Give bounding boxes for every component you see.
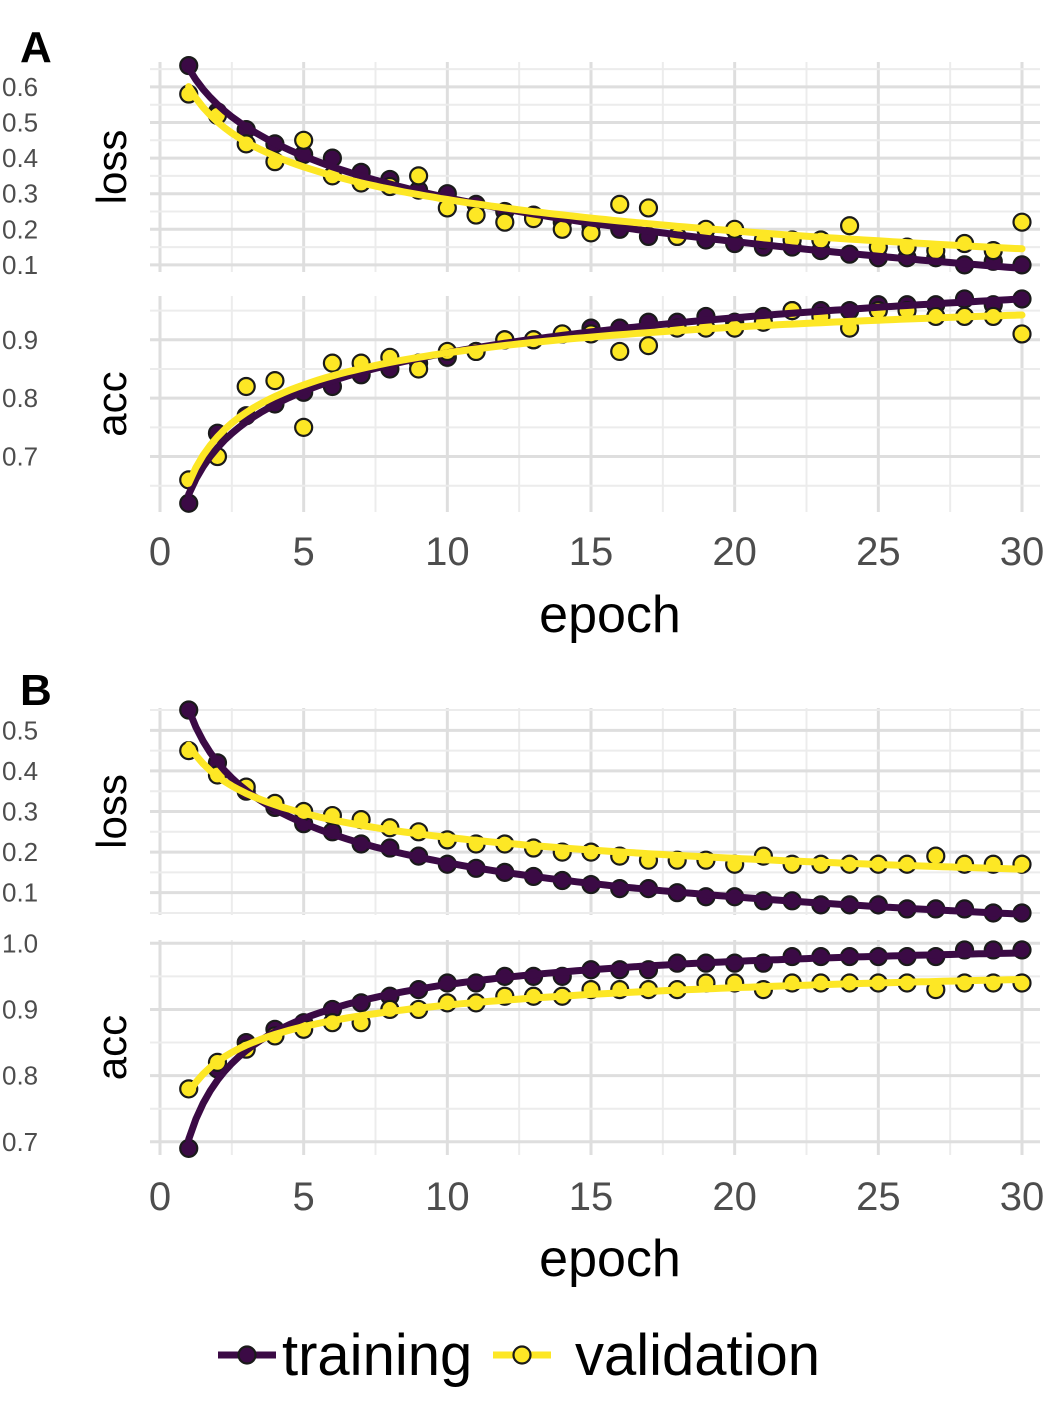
points-validation: [179, 84, 1032, 261]
y-tick-label: 1.0: [2, 928, 38, 958]
point-validation: [1012, 324, 1032, 344]
y-tick-label: 0.6: [2, 72, 38, 102]
point-validation: [322, 353, 342, 373]
legend-point: [512, 1345, 532, 1365]
x-tick-label: 5: [293, 530, 315, 574]
x-tick-label: 5: [293, 1175, 315, 1219]
fit-line-training: [185, 706, 1026, 918]
panel-tag: B: [20, 666, 52, 715]
panel-tag: A: [20, 23, 52, 72]
point-validation: [926, 846, 946, 866]
point-validation: [610, 194, 630, 214]
legend: training validation: [218, 1323, 820, 1388]
legend-label-training: training: [282, 1323, 472, 1388]
point-validation: [610, 341, 630, 362]
y-tick-label: 0.5: [2, 108, 38, 138]
y-tick-label: 0.9: [2, 325, 38, 355]
y-tick-label: 0.2: [2, 214, 38, 244]
legend-key-validation: [493, 1345, 551, 1365]
point-validation: [1012, 212, 1032, 232]
y-tick-label: 0.1: [2, 878, 38, 908]
y-tick-label: 0.2: [2, 837, 38, 867]
y-tick-label: 0.7: [2, 442, 38, 472]
x-tick-label: 0: [149, 1175, 171, 1219]
facet-acc: 0.7 0.8 0.9 1.0 acc: [2, 928, 1040, 1158]
facet-label-loss: loss: [88, 774, 135, 849]
x-tick-label: 25: [856, 1175, 901, 1219]
facet-loss: 0.1 0.2 0.3 0.4 0.5 0.6 loss: [2, 55, 1040, 280]
point-validation: [265, 371, 285, 391]
y-tick-label: 0.7: [2, 1127, 38, 1157]
points-training: [179, 289, 1032, 513]
y-tick-label: 0.5: [2, 715, 38, 745]
legend-label-validation: validation: [575, 1323, 820, 1388]
fit-line-validation: [185, 741, 1026, 873]
legend-key-training: [218, 1345, 276, 1365]
x-tick-label: 30: [1000, 530, 1045, 574]
x-tick-label: 15: [569, 530, 614, 574]
point-validation: [466, 205, 486, 225]
x-tick-label: 25: [856, 530, 901, 574]
fit-line-validation: [185, 83, 1026, 253]
point-validation: [294, 130, 314, 150]
y-tick-label: 0.4: [2, 143, 38, 173]
point-validation: [839, 216, 860, 236]
point-validation: [409, 166, 429, 186]
x-tick-label: 15: [569, 1175, 614, 1219]
facet-loss: 0.1 0.2 0.3 0.4 0.5 loss: [2, 700, 1040, 923]
facet-label-acc: acc: [88, 371, 135, 436]
x-tick-label: 10: [425, 1175, 470, 1219]
fit-line-training: [185, 64, 1026, 272]
y-tick-label: 0.8: [2, 383, 38, 413]
fit-line-training: [185, 295, 1026, 498]
points-training: [179, 940, 1032, 1158]
y-tick-label: 0.3: [2, 797, 38, 827]
point-validation: [236, 376, 256, 397]
point-validation: [638, 198, 659, 218]
point-validation: [495, 212, 515, 232]
x-axis-label: epoch: [539, 1230, 681, 1288]
panel-b: B 0.1 0.2 0.3 0.4 0.5 loss 0.7 0.8 0.9 1.0 acc 0 5 10 1…: [2, 666, 1044, 1288]
x-tick-label: 10: [425, 530, 470, 574]
y-tick-label: 0.3: [2, 179, 38, 209]
x-tick-label: 0: [149, 530, 171, 574]
point-validation: [638, 336, 659, 356]
point-validation: [294, 417, 314, 437]
fit-line-validation: [185, 311, 1026, 487]
point-validation: [552, 219, 572, 239]
y-tick-label: 0.1: [2, 250, 38, 280]
panel-a: A 0.1 0.2 0.3 0.4 0.5 0.6 loss 0.7 0.8 0.9 acc 0 5 10 1…: [2, 23, 1044, 644]
facet-label-loss: loss: [88, 130, 135, 205]
fit-line-validation: [185, 976, 1026, 1097]
fit-line-training: [185, 949, 1026, 1143]
facet-label-acc: acc: [88, 1015, 135, 1080]
facet-acc: 0.7 0.8 0.9 acc: [2, 289, 1040, 513]
y-tick-label: 0.4: [2, 756, 38, 786]
legend-point: [237, 1345, 257, 1365]
x-tick-label: 20: [712, 530, 757, 574]
x-tick-label: 30: [1000, 1175, 1045, 1219]
y-tick-label: 0.8: [2, 1061, 38, 1091]
x-tick-label: 20: [712, 1175, 757, 1219]
y-tick-label: 0.9: [2, 994, 38, 1024]
x-axis-label: epoch: [539, 586, 681, 644]
